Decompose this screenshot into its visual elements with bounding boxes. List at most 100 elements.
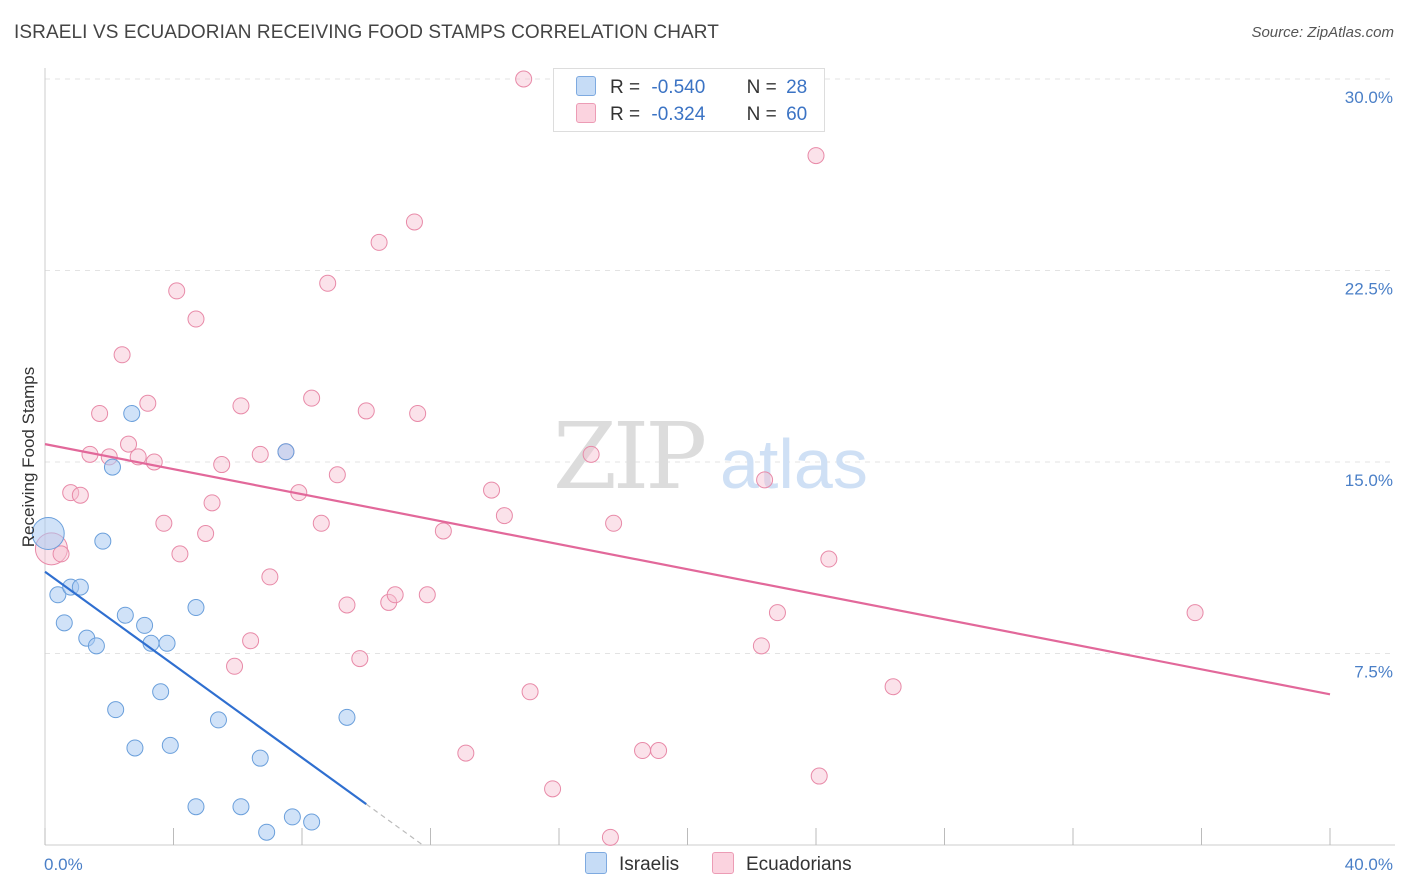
ecuadorians-point <box>1186 604 1204 622</box>
israelis-point <box>187 599 205 617</box>
israelis-n-value: 28 <box>786 77 808 98</box>
ecuadorians-point <box>601 828 619 846</box>
israelis-point <box>107 701 125 719</box>
ecuadorians-point <box>203 494 221 512</box>
israelis-point <box>94 532 112 550</box>
ecuadorians-point <box>405 213 423 231</box>
ecuadorians-point <box>515 70 533 88</box>
n-label: N = <box>746 77 777 98</box>
israelis-r-value: -0.540 <box>651 77 706 98</box>
ecuadorians-point <box>386 586 404 604</box>
y-tick-label: 15.0% <box>1345 471 1393 490</box>
ecuadorians-point <box>418 586 436 604</box>
israelis-point <box>258 823 276 841</box>
ecuadorians-point <box>232 397 250 415</box>
israelis-point <box>161 736 179 754</box>
ecuadorians-legend-label: Ecuadorians <box>746 854 852 875</box>
israelis-point <box>103 458 121 476</box>
ecuadorians-point <box>62 484 80 502</box>
ecuadorians-point <box>495 507 513 525</box>
israelis-point <box>187 798 205 816</box>
ecuadorians-point <box>113 346 131 364</box>
israelis-point <box>152 683 170 701</box>
x-tick-label: 0.0% <box>44 855 83 874</box>
n-label: N = <box>746 104 777 125</box>
bottom-legend-israelis: Israelis <box>585 852 679 876</box>
ecuadorians-point <box>634 742 652 760</box>
israelis-point <box>232 798 250 816</box>
ecuadorians-point <box>820 550 838 568</box>
ecuadorians-trend-line <box>44 443 1331 696</box>
ecuadorians-point <box>197 524 215 542</box>
ecuadorians-legend-swatch <box>712 852 734 874</box>
israelis-swatch <box>576 76 596 96</box>
ecuadorians-point <box>884 678 902 696</box>
israelis-point <box>136 616 154 634</box>
ecuadorians-n-value: 60 <box>786 104 808 125</box>
ecuadorians-point <box>409 404 427 422</box>
israelis-legend-swatch <box>585 852 607 874</box>
ecuadorians-point <box>810 767 828 785</box>
ecuadorians-point <box>187 310 205 328</box>
ecuadorians-point <box>357 402 375 420</box>
ecuadorians-point <box>155 514 173 532</box>
israelis-point <box>123 404 141 422</box>
israelis-point <box>116 606 134 624</box>
israelis-point <box>277 443 295 461</box>
gridlines <box>45 78 1395 654</box>
x-tick-label: 40.0% <box>1345 855 1393 874</box>
ecuadorians-point <box>807 147 825 165</box>
watermark-zip: ZIP <box>553 403 704 510</box>
ecuadorians-swatch <box>576 103 596 123</box>
israelis-point <box>71 578 89 596</box>
ecuadorians-point <box>338 596 356 614</box>
ecuadorians-point <box>582 445 600 463</box>
israelis-point <box>251 749 269 767</box>
israelis-point <box>49 586 67 604</box>
ecuadorians-point <box>370 233 388 251</box>
bottom-legend-ecuadorians: Ecuadorians <box>712 852 852 876</box>
ecuadorians-point <box>319 274 337 292</box>
legend-row-ecuadorians: R = -0.324 N = 60 <box>576 103 807 127</box>
y-tick-label: 30.0% <box>1345 88 1393 107</box>
ecuadorians-r-value: -0.324 <box>651 104 706 125</box>
ecuadorians-point <box>213 456 231 474</box>
legend-row-israelis: R = -0.540 N = 28 <box>576 76 807 100</box>
ecuadorians-point <box>434 522 452 540</box>
israelis-legend-label: Israelis <box>619 854 680 875</box>
ecuadorians-point <box>328 466 346 484</box>
israelis-point <box>303 813 321 831</box>
ecuadorians-point <box>650 742 668 760</box>
ecuadorians-point <box>544 780 562 798</box>
israelis-point <box>283 808 301 826</box>
ecuadorians-point <box>351 650 369 668</box>
ecuadorians-point <box>756 471 774 489</box>
israelis-point <box>31 516 65 550</box>
ecuadorians-point <box>483 481 501 499</box>
ecuadorians-point <box>52 545 70 563</box>
israelis-point <box>209 711 227 729</box>
ecuadorians-point <box>521 683 539 701</box>
y-tick-label: 22.5% <box>1345 280 1393 299</box>
r-label: R = <box>610 104 641 125</box>
ecuadorians-point <box>261 568 279 586</box>
trend-lines <box>44 443 1331 847</box>
israelis-trend-extension <box>365 803 425 847</box>
ecuadorians-point <box>171 545 189 563</box>
watermark-atlas: atlas <box>720 425 868 503</box>
ecuadorians-point <box>242 632 260 650</box>
ecuadorians-point <box>120 435 138 453</box>
israelis-point <box>338 708 356 726</box>
ecuadorians-point <box>226 657 244 675</box>
israelis-point <box>55 614 73 632</box>
ecuadorians-point <box>168 282 186 300</box>
correlation-legend: R = -0.540 N = 28 R = -0.324 N = 60 <box>553 68 825 132</box>
israelis-point <box>158 634 176 652</box>
watermark: ZIP atlas <box>553 403 868 510</box>
ecuadorians-point <box>312 514 330 532</box>
ecuadorians-point <box>251 445 269 463</box>
ecuadorians-point <box>752 637 770 655</box>
r-label: R = <box>610 77 641 98</box>
ecuadorians-point <box>139 394 157 412</box>
